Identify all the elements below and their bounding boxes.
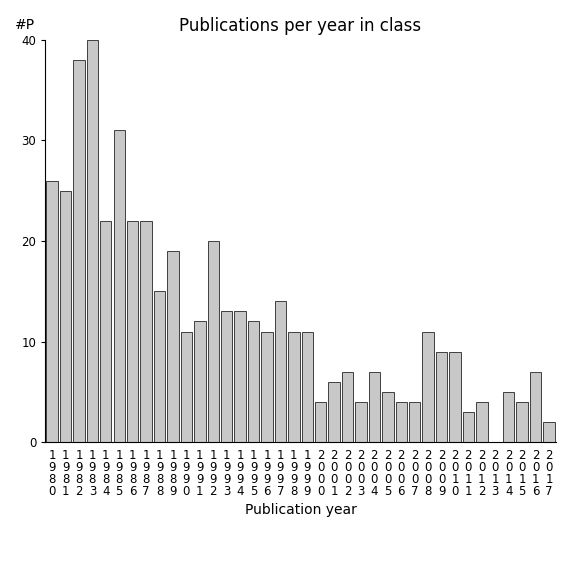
- Bar: [463, 412, 474, 442]
- Bar: [396, 402, 407, 442]
- Bar: [127, 221, 138, 442]
- Bar: [100, 221, 112, 442]
- Bar: [422, 332, 434, 442]
- Bar: [503, 392, 514, 442]
- Bar: [436, 352, 447, 442]
- Bar: [154, 291, 165, 442]
- Bar: [409, 402, 420, 442]
- Bar: [46, 180, 58, 442]
- Bar: [194, 321, 205, 442]
- Y-axis label: #P: #P: [15, 18, 35, 32]
- Bar: [543, 422, 555, 442]
- Bar: [328, 382, 340, 442]
- Bar: [369, 372, 380, 442]
- X-axis label: Publication year: Publication year: [244, 503, 357, 517]
- Bar: [261, 332, 273, 442]
- Bar: [382, 392, 393, 442]
- Bar: [141, 221, 152, 442]
- Bar: [274, 302, 286, 442]
- Bar: [208, 241, 219, 442]
- Bar: [476, 402, 488, 442]
- Bar: [248, 321, 259, 442]
- Bar: [449, 352, 460, 442]
- Bar: [87, 40, 98, 442]
- Bar: [342, 372, 353, 442]
- Bar: [60, 191, 71, 442]
- Bar: [181, 332, 192, 442]
- Bar: [530, 372, 541, 442]
- Bar: [302, 332, 313, 442]
- Bar: [221, 311, 232, 442]
- Bar: [113, 130, 125, 442]
- Bar: [517, 402, 528, 442]
- Bar: [167, 251, 179, 442]
- Bar: [234, 311, 246, 442]
- Bar: [356, 402, 367, 442]
- Bar: [315, 402, 327, 442]
- Bar: [73, 60, 84, 442]
- Bar: [288, 332, 299, 442]
- Title: Publications per year in class: Publications per year in class: [179, 18, 422, 35]
